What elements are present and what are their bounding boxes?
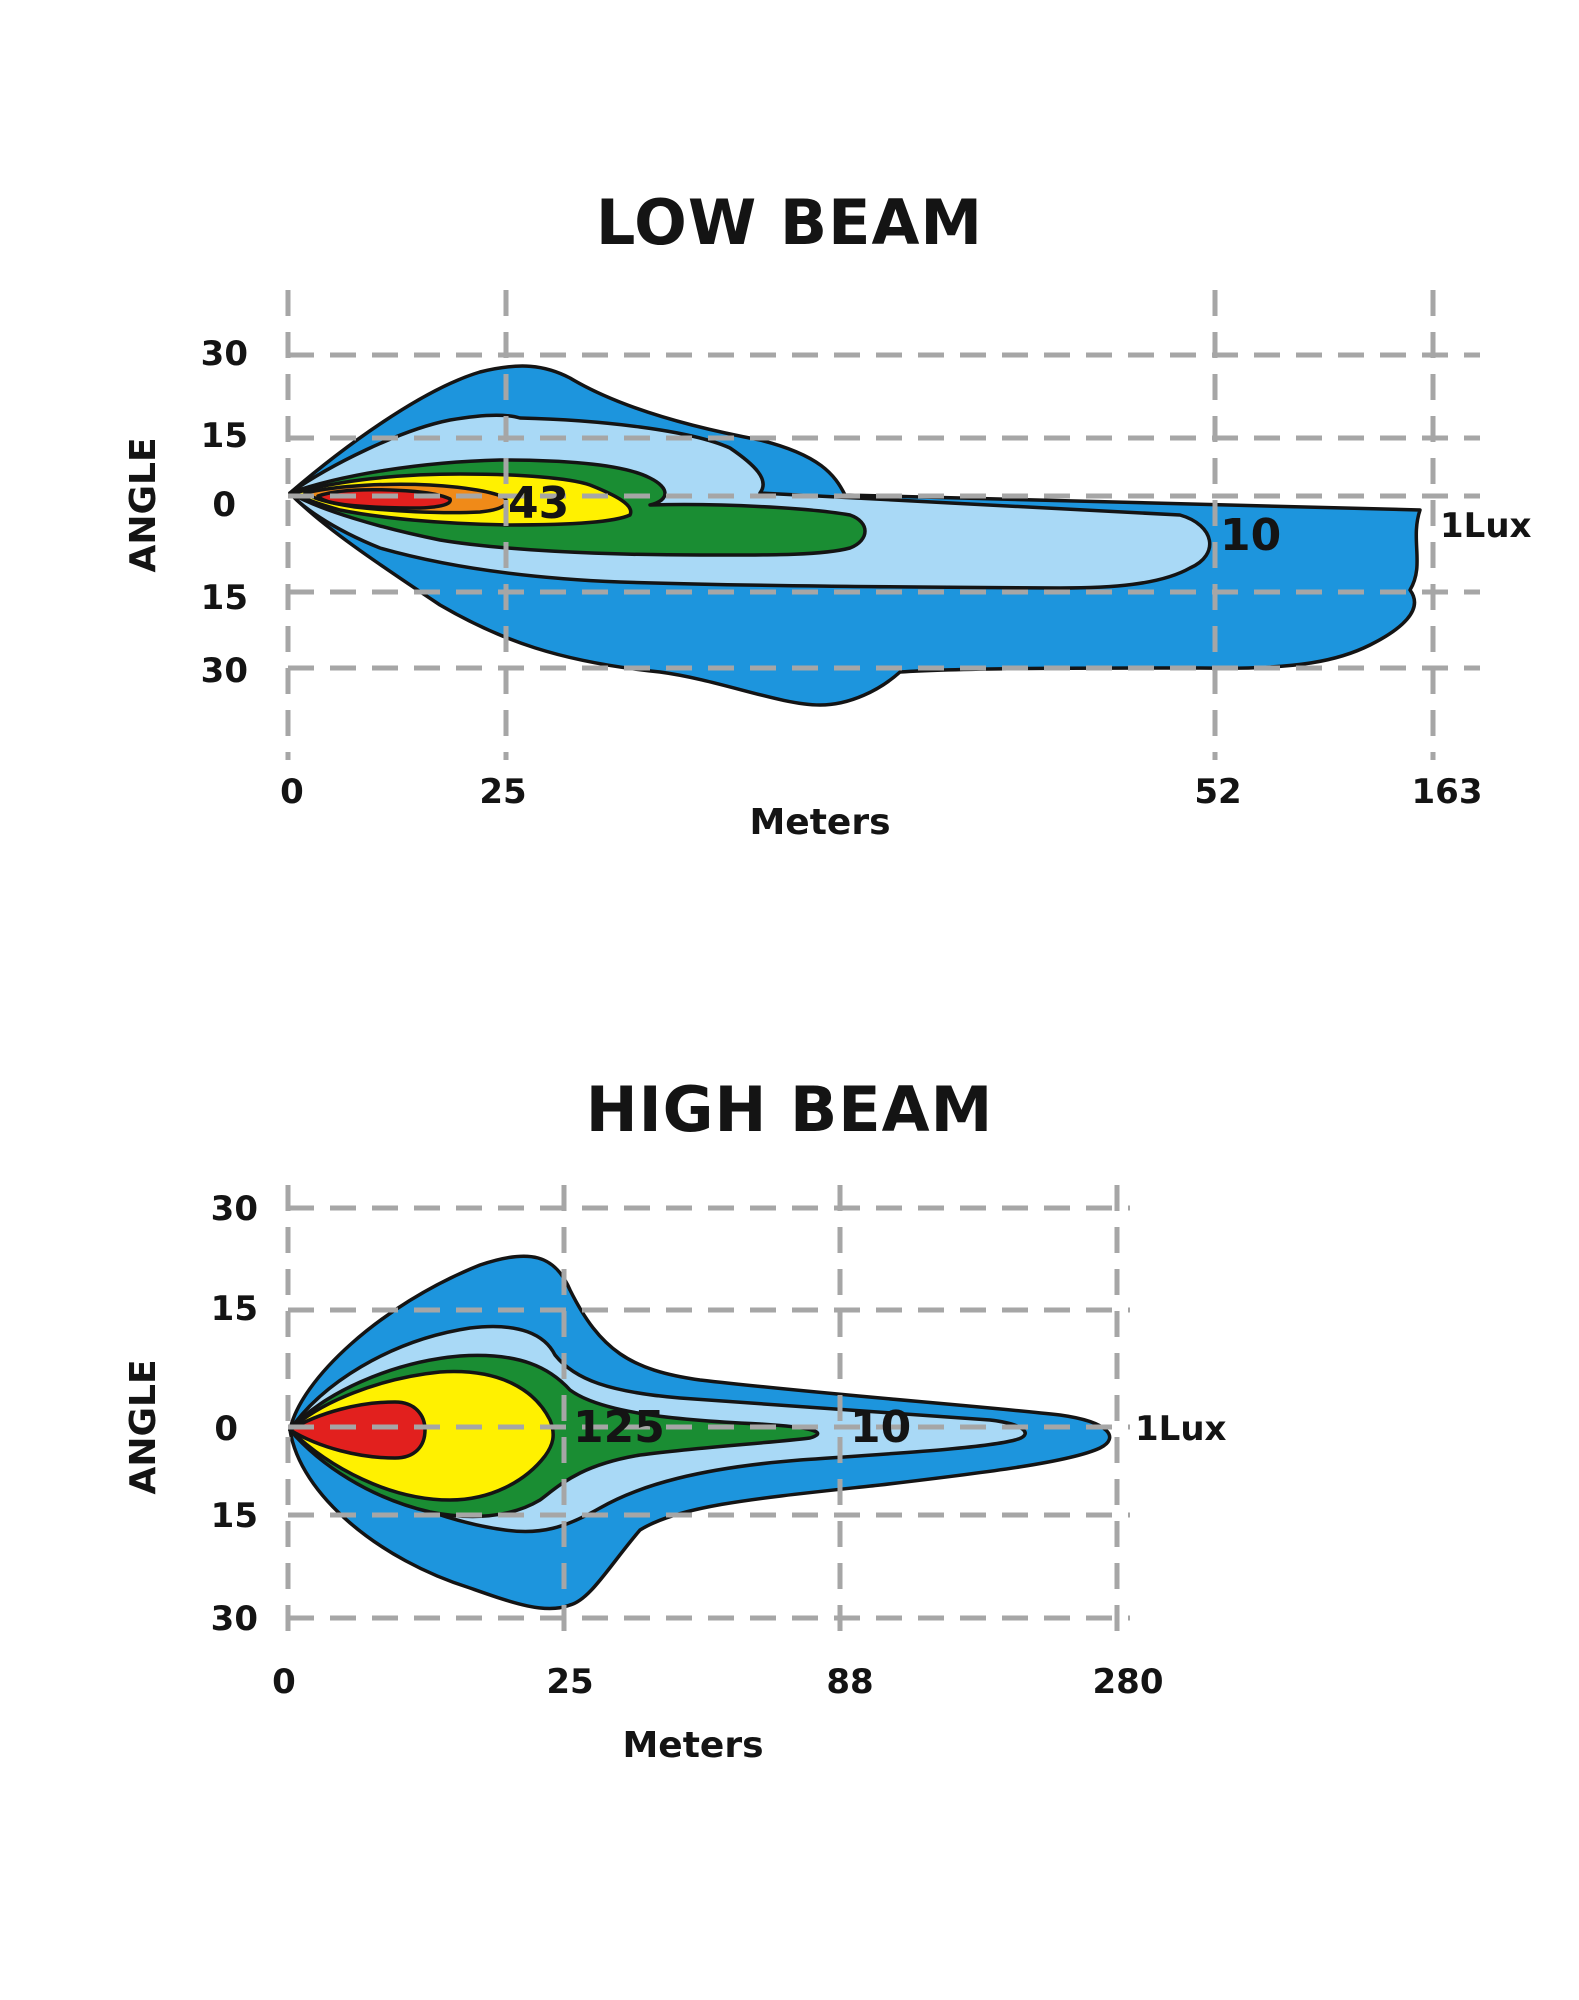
high-beam-x-tick: 0 [272,1662,296,1702]
high-beam-x-tick: 25 [546,1662,593,1702]
low-beam-y-tick: 15 [201,416,248,456]
low-beam-zone-lux-6 [316,487,452,510]
low-beam-iso-label: 10 [1220,510,1281,561]
low-beam-x-tick: 0 [280,772,304,812]
low-beam-y-tick: 0 [212,485,236,525]
low-beam-x-tick: 163 [1412,772,1483,812]
high-beam-y-tick: 30 [211,1599,258,1639]
high-beam-iso-label: 1Lux [1135,1409,1227,1449]
low-beam-iso-label: 43 [508,478,569,529]
high-beam-iso-label: 125 [573,1402,665,1453]
high-beam-y-tick: 0 [214,1409,238,1449]
low-beam-iso-label: 1Lux [1440,506,1532,546]
high-beam-y-tick: 15 [211,1289,258,1329]
low-beam-diagram: 43 10 1Lux 30 15 0 15 30 0 25 52 163 Met… [123,290,1532,843]
low-beam-y-axis-label: ANGLE [123,437,164,572]
low-beam-y-tick: 30 [201,651,248,691]
high-beam-x-axis-label: Meters [622,1725,763,1766]
high-beam-y-axis-label: ANGLE [123,1359,164,1494]
low-beam-y-tick: 15 [201,578,248,618]
high-beam-grid [285,1185,1130,1640]
high-beam-iso-label: 10 [850,1402,911,1453]
low-beam-title: LOW BEAM [595,186,984,259]
low-beam-y-tick: 30 [201,334,248,374]
high-beam-diagram: 125 10 1Lux 30 15 0 15 30 0 25 88 280 Me… [123,1185,1227,1766]
high-beam-y-tick: 30 [211,1189,258,1229]
low-beam-x-axis-label: Meters [749,802,890,843]
high-beam-y-tick: 15 [211,1496,258,1536]
low-beam-x-tick: 25 [479,772,526,812]
low-beam-grid [285,290,1480,760]
low-beam-x-tick: 52 [1194,772,1241,812]
high-beam-x-tick: 88 [826,1662,873,1702]
high-beam-zone-lux-6 [288,1400,427,1460]
high-beam-title: HIGH BEAM [585,1073,994,1146]
high-beam-x-tick: 280 [1093,1662,1164,1702]
